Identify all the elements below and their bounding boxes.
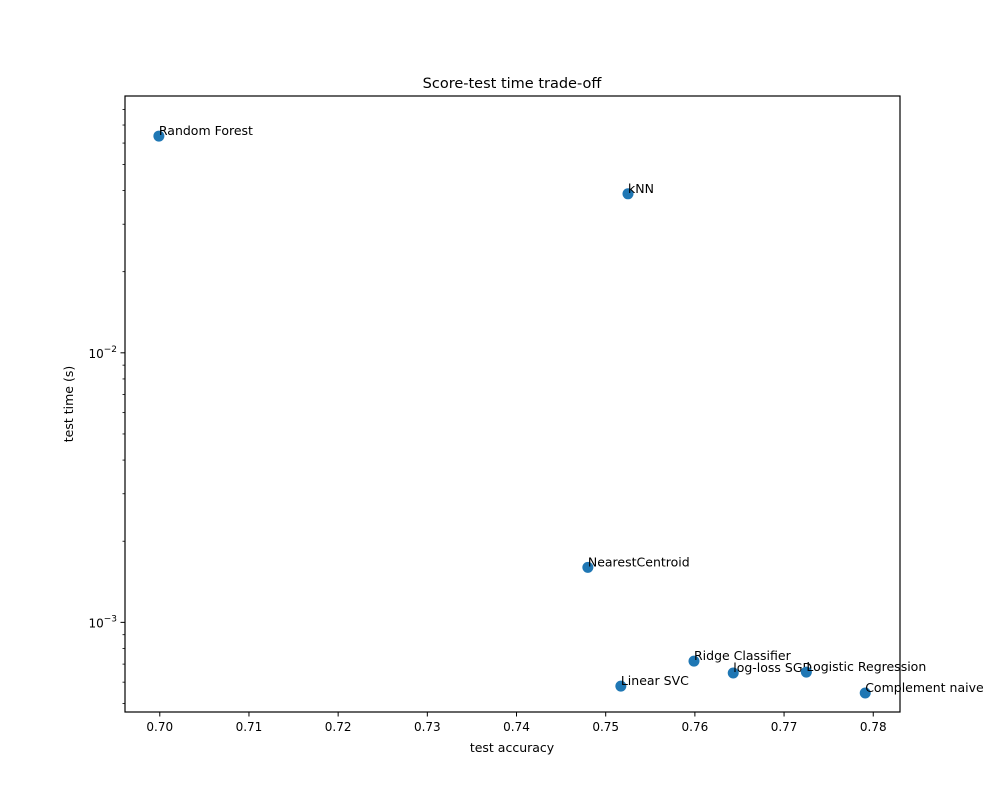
data-point: NearestCentroid <box>582 554 690 573</box>
y-axis-label: test time (s) <box>61 366 76 442</box>
point-marker <box>615 680 627 692</box>
point-label: kNN <box>628 181 654 196</box>
point-label: log-loss SGD <box>733 660 812 675</box>
x-tick-label: 0.72 <box>325 720 352 734</box>
x-tick-label: 0.73 <box>414 720 441 734</box>
data-point: Complement naive <box>859 680 984 699</box>
data-point: kNN <box>622 181 654 200</box>
x-axis-label: test accuracy <box>470 740 555 755</box>
y-tick-label: 10−2 <box>88 345 117 361</box>
point-marker <box>153 130 165 142</box>
data-point: Ridge Classifier <box>688 648 792 667</box>
data-point: Logistic Regression <box>800 659 926 678</box>
point-label: Complement naive <box>865 680 984 695</box>
x-tick-label: 0.76 <box>682 720 709 734</box>
point-label: Random Forest <box>159 123 253 138</box>
point-label: Linear SVC <box>621 673 689 688</box>
x-tick-label: 0.74 <box>503 720 530 734</box>
y-tick-label: 10−3 <box>88 614 117 630</box>
x-tick-label: 0.77 <box>771 720 798 734</box>
chart-title: Score-test time trade-off <box>423 76 603 92</box>
point-marker <box>727 667 739 679</box>
x-tick-label: 0.75 <box>592 720 619 734</box>
point-marker <box>622 188 634 200</box>
point-marker <box>582 561 594 573</box>
point-label: Ridge Classifier <box>694 648 792 663</box>
data-point: Linear SVC <box>615 673 689 692</box>
point-label: Logistic Regression <box>806 659 926 674</box>
axes-frame <box>124 95 901 713</box>
axis-ticks: 0.70 0.71 0.72 0.73 0.74 0.75 0.76 0.77 0.78 10−3… <box>88 108 887 734</box>
x-tick-label: 0.78 <box>860 720 887 734</box>
data-point: Random Forest <box>153 123 253 142</box>
x-tick-label: 0.71 <box>236 720 263 734</box>
x-tick-label: 0.70 <box>146 720 173 734</box>
data-points: Random Forest kNN NearestCentroid Ridge Cla… <box>153 123 984 699</box>
point-label: NearestCentroid <box>588 554 690 569</box>
point-marker <box>859 687 871 699</box>
data-point: log-loss SGD <box>727 660 812 679</box>
point-marker <box>800 666 812 678</box>
point-marker <box>688 655 700 667</box>
